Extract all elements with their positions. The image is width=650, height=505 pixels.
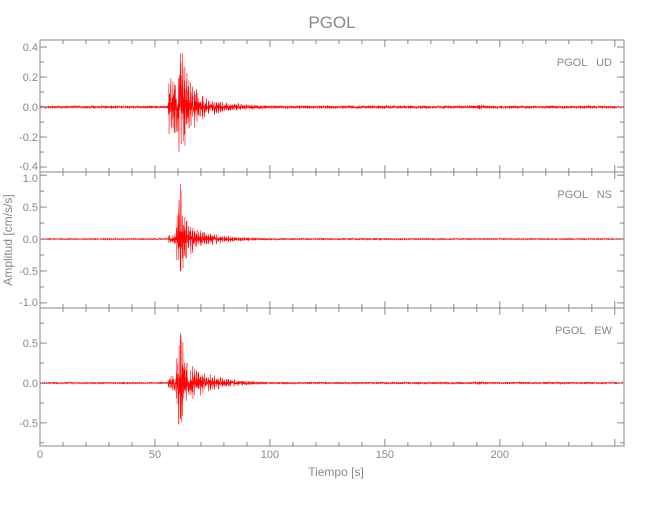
y-tick-label: 0.0 bbox=[23, 234, 38, 246]
y-tick-label: 0.4 bbox=[23, 42, 38, 54]
panel-frame bbox=[39, 307, 625, 447]
x-tick-label: 0 bbox=[37, 449, 43, 461]
y-tick-label: 0.5 bbox=[23, 202, 38, 214]
x-tick-label: 100 bbox=[261, 449, 279, 461]
y-tick-label: -1.0 bbox=[19, 297, 38, 309]
y-tick-label: 0.2 bbox=[23, 72, 38, 84]
panel-0: -0.4 -0.2 0.0 0.2 0.4 PGOL UD bbox=[19, 39, 625, 173]
y-tick-label: -0.4 bbox=[19, 161, 38, 173]
waveform-trace bbox=[39, 333, 625, 425]
x-axis-label: Tiempo [s] bbox=[308, 465, 364, 479]
x-tick-label: 150 bbox=[376, 449, 394, 461]
y-tick-label: 0.0 bbox=[23, 102, 38, 114]
y-tick-label: -0.2 bbox=[19, 132, 38, 144]
component-label: PGOL NS bbox=[557, 189, 612, 201]
x-tick-label: 200 bbox=[491, 449, 509, 461]
y-tick-label: -0.5 bbox=[19, 266, 38, 278]
y-tick-label: 1.0 bbox=[23, 173, 38, 185]
component-label: PGOL EW bbox=[555, 325, 613, 337]
waveform-trace bbox=[39, 184, 625, 272]
y-axis-label: Amplitud [cm/s/s] bbox=[1, 194, 15, 285]
x-tick-label: 50 bbox=[149, 449, 161, 461]
waveform-trace bbox=[39, 53, 625, 153]
chart-title: PGOL bbox=[308, 13, 355, 32]
component-label: PGOL UD bbox=[557, 57, 612, 69]
panel-2: -0.5 0.0 0.5 PGOL EW bbox=[19, 307, 625, 447]
panel-frame bbox=[39, 171, 625, 309]
panel-1: -1.0 -0.5 0.0 0.5 1.0 PGOL NS bbox=[19, 171, 625, 309]
y-tick-label: 0.5 bbox=[23, 338, 38, 350]
y-tick-label: -0.5 bbox=[19, 418, 38, 430]
y-tick-label: 0.0 bbox=[23, 378, 38, 390]
